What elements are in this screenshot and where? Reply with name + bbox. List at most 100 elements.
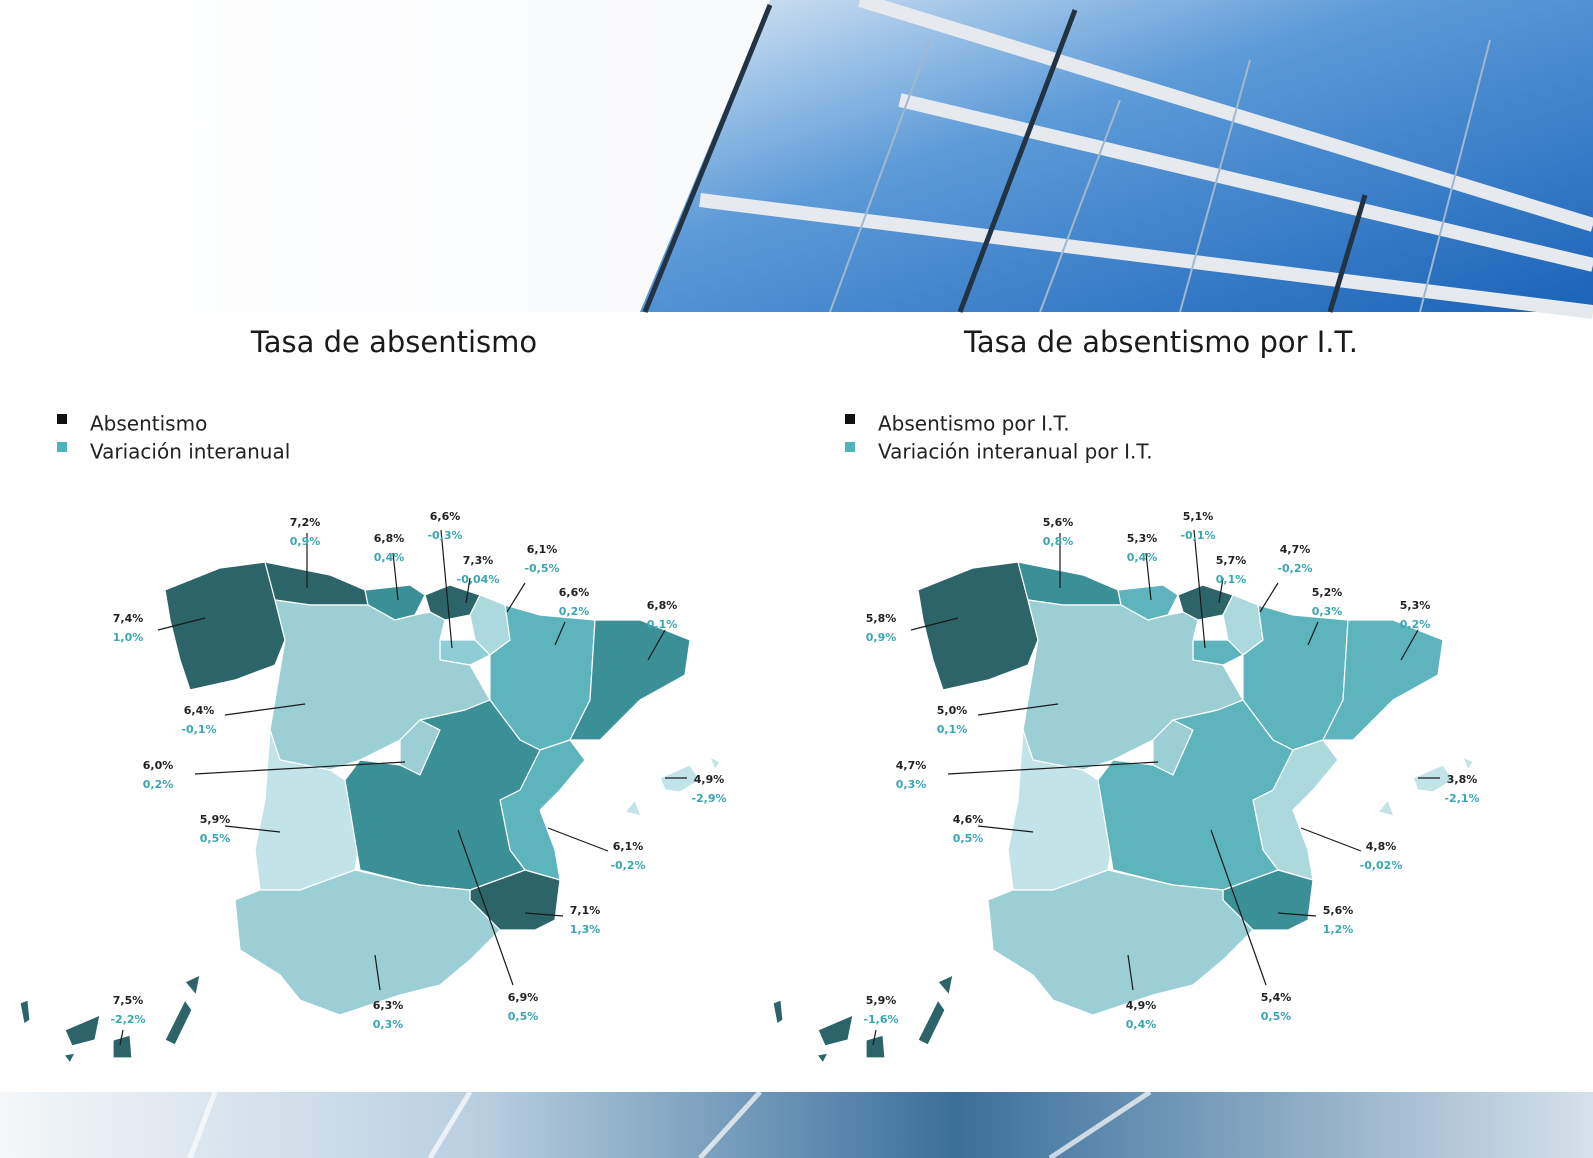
region-change: 1,3%	[570, 923, 601, 936]
region-value: 3,8%	[1447, 773, 1478, 786]
region-change: 0,4%	[374, 551, 405, 564]
region-change: 0,4%	[1126, 1018, 1157, 1031]
region-shape	[1377, 799, 1395, 817]
region-change: 0,1%	[1216, 573, 1247, 586]
region-shape	[816, 1052, 829, 1064]
legend-label: Absentismo	[90, 412, 207, 436]
map-title: Tasa de absentismo	[250, 325, 537, 359]
region-value: 6,6%	[430, 510, 461, 523]
region-change: -0,04%	[457, 573, 500, 586]
region-shape	[817, 1014, 854, 1047]
leader-line	[1127, 954, 1134, 991]
maps: Tasa de absentismo Absentismo Variación in…	[19, 325, 1480, 1064]
region-shape	[234, 869, 501, 1016]
leader-line	[224, 825, 281, 833]
region-value: 6,0%	[143, 759, 174, 772]
region-shape	[1322, 619, 1444, 741]
region	[1322, 619, 1444, 741]
leader-line	[524, 912, 564, 917]
region-change: 0,5%	[200, 832, 231, 845]
region-change: 0,8%	[1043, 535, 1074, 548]
region-value: 4,7%	[1280, 543, 1311, 556]
leader-line	[1307, 621, 1319, 646]
leader-line	[872, 1029, 877, 1046]
leader-line	[554, 621, 566, 646]
legend-label: Absentismo por I.T.	[878, 412, 1070, 436]
leader-line	[910, 617, 959, 631]
region-shape	[64, 1014, 101, 1047]
region-change: 0,9%	[866, 631, 897, 644]
legend-swatch	[845, 442, 855, 452]
region-change: 0,5%	[1261, 1010, 1292, 1023]
leader-line	[392, 552, 399, 601]
region-shape	[709, 756, 721, 771]
region-value: 5,7%	[1216, 554, 1247, 567]
region-value: 6,1%	[527, 543, 558, 556]
region-shape	[772, 999, 784, 1025]
region-shape	[937, 974, 954, 996]
region-value: 5,1%	[1183, 510, 1214, 523]
leader-line	[1400, 629, 1419, 661]
region-value: 5,9%	[200, 813, 231, 826]
header-image	[0, 0, 1593, 319]
region-value: 5,9%	[866, 994, 897, 1007]
region-value: 7,4%	[113, 612, 144, 625]
region-shape	[917, 561, 1039, 691]
leader-line	[547, 827, 609, 852]
leader-line	[1259, 582, 1279, 613]
region-change: 0,2%	[559, 605, 590, 618]
region-change: -2,1%	[1444, 792, 1479, 805]
region-shape	[569, 619, 691, 741]
region	[1377, 756, 1474, 817]
region-value: 6,9%	[508, 991, 539, 1004]
region-value: 6,1%	[613, 840, 644, 853]
region-value: 5,2%	[1312, 586, 1343, 599]
map-title: Tasa de absentismo por I.T.	[963, 325, 1358, 359]
region-map: 5,8% 0,9% 5,6% 0,8% 5,3% 0,4% 5,1% -0,1%5,7% 0,1…	[772, 510, 1480, 1064]
leader-line	[224, 703, 306, 716]
region-change: -0,2%	[610, 859, 645, 872]
region-value: 6,3%	[373, 999, 404, 1012]
leader-line	[977, 825, 1034, 833]
leader-line	[1210, 829, 1267, 986]
region-change: 0,4%	[1127, 551, 1158, 564]
region-value: 4,9%	[694, 773, 725, 786]
leader-line	[440, 529, 453, 649]
region-value: 4,8%	[1366, 840, 1397, 853]
region-value: 5,3%	[1400, 599, 1431, 612]
leader-line	[1300, 827, 1362, 852]
region-value: 7,2%	[290, 516, 321, 529]
region-change: 0,2%	[143, 778, 174, 791]
region-change: -0,1%	[1180, 529, 1215, 542]
region-change: -0,02%	[1360, 859, 1403, 872]
region-value: 6,8%	[647, 599, 678, 612]
leader-line	[119, 1029, 124, 1046]
region-shape	[164, 999, 193, 1046]
region	[234, 869, 501, 1016]
region-value: 4,7%	[896, 759, 927, 772]
region-shape	[624, 799, 642, 817]
region-change: 0,3%	[373, 1018, 404, 1031]
map: Tasa de absentismo Absentismo Variación in…	[19, 325, 727, 1064]
region-shape	[1017, 561, 1122, 606]
region-change: 0,2%	[1400, 618, 1431, 631]
region-change: 0,1%	[937, 723, 968, 736]
region-value: 6,6%	[559, 586, 590, 599]
region-change: 0,9%	[290, 535, 321, 548]
region	[624, 756, 721, 817]
region	[569, 619, 691, 741]
region-change: -2,2%	[110, 1013, 145, 1026]
region-value: 4,9%	[1126, 999, 1157, 1012]
region	[1017, 561, 1122, 606]
region-change: 0,1%	[647, 618, 678, 631]
leader-line	[374, 954, 381, 991]
region-change: -0,5%	[524, 562, 559, 575]
region-change: 0,3%	[1312, 605, 1343, 618]
region-value: 4,6%	[953, 813, 984, 826]
region-shape	[184, 974, 201, 996]
leader-line	[1193, 529, 1206, 649]
legend-swatch	[57, 414, 67, 424]
region-value: 7,3%	[463, 554, 494, 567]
region-shape	[987, 869, 1254, 1016]
footer-image	[0, 1089, 1593, 1158]
